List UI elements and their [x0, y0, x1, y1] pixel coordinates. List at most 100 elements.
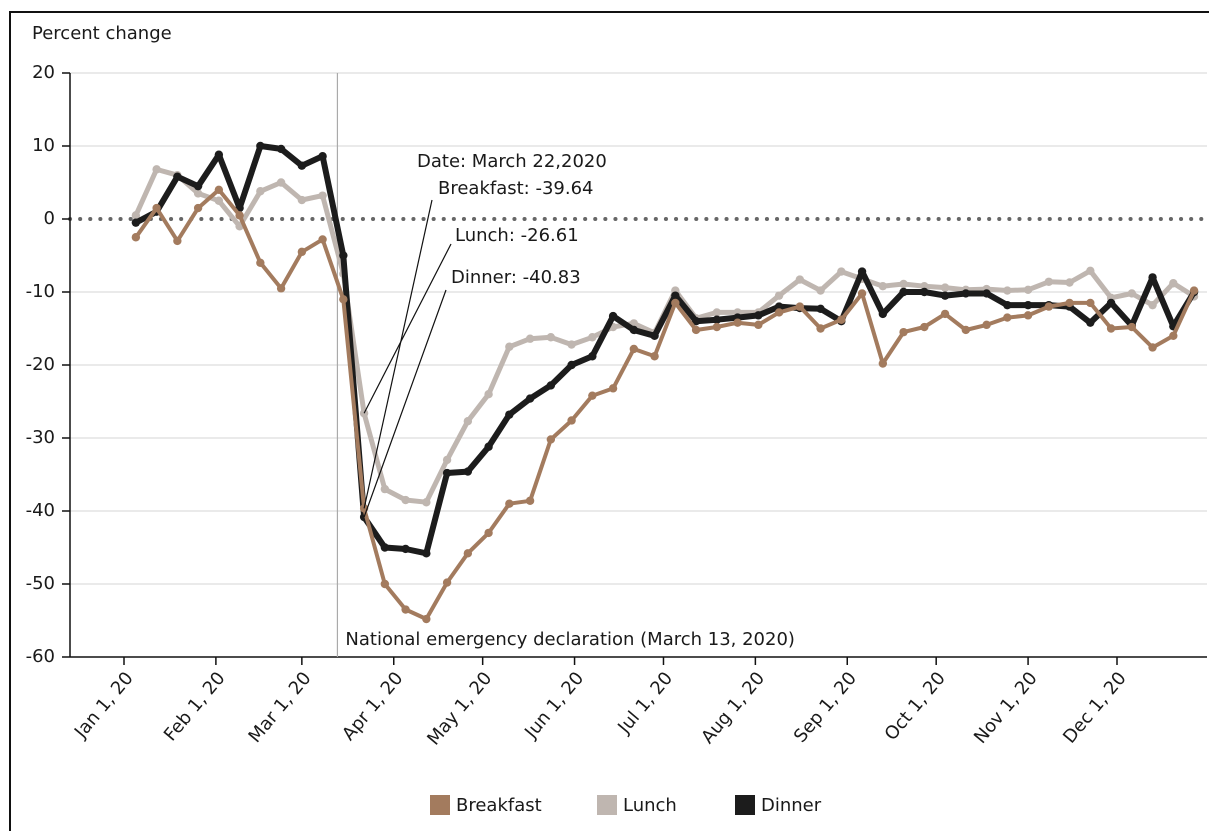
point	[754, 311, 763, 320]
point	[442, 455, 452, 465]
point	[671, 291, 680, 300]
x-tick-label: Dec 1, 20	[1059, 668, 1131, 748]
point	[961, 325, 971, 335]
x-tick-label: Oct 1, 20	[881, 668, 950, 745]
point	[1003, 313, 1012, 322]
legend-label: Breakfast	[456, 795, 542, 816]
tooltip-line: Dinner: -40.83	[451, 267, 581, 288]
point	[214, 185, 224, 194]
y-axis-label: Percent change	[32, 23, 172, 44]
point	[774, 302, 784, 311]
point	[899, 279, 908, 289]
point	[484, 442, 493, 451]
point	[1044, 302, 1054, 311]
point	[878, 281, 888, 291]
point	[1086, 318, 1095, 327]
point	[982, 289, 991, 298]
legend-label: Lunch	[623, 795, 677, 816]
point	[754, 320, 763, 330]
point	[256, 258, 265, 267]
point	[629, 344, 639, 354]
point	[505, 342, 514, 351]
point	[920, 287, 929, 297]
point	[774, 308, 784, 317]
point	[650, 331, 659, 340]
point	[588, 333, 597, 342]
point	[1127, 289, 1137, 298]
y-tick-label: -40	[26, 500, 55, 521]
point	[1189, 286, 1199, 295]
point	[1086, 266, 1095, 276]
point	[256, 141, 265, 151]
point	[297, 161, 307, 170]
legend-swatch	[597, 795, 617, 815]
point	[422, 549, 431, 558]
point	[152, 203, 161, 213]
x-tick-label: Sep 1, 20	[790, 668, 861, 747]
point	[1106, 324, 1116, 333]
x-tick-label: Jun 1, 20	[520, 668, 588, 743]
y-tick-label: -60	[26, 646, 55, 667]
point	[920, 322, 929, 332]
y-tick-label: 20	[32, 62, 55, 83]
point	[525, 394, 535, 403]
leader-line	[363, 199, 433, 509]
x-tick-label: Nov 1, 20	[970, 668, 1042, 748]
point	[795, 302, 805, 311]
point	[318, 191, 327, 200]
point	[1169, 331, 1178, 340]
point	[525, 496, 535, 505]
point	[712, 322, 722, 332]
point	[131, 211, 141, 220]
point	[567, 416, 576, 425]
point	[1106, 298, 1116, 308]
point	[546, 435, 556, 444]
point	[1127, 322, 1137, 332]
point	[920, 281, 929, 291]
point	[276, 178, 286, 187]
point	[940, 291, 950, 300]
point	[1065, 298, 1074, 308]
point	[318, 235, 327, 244]
point	[401, 605, 410, 614]
point	[235, 211, 244, 220]
point	[193, 203, 203, 213]
point	[899, 327, 908, 337]
point	[1044, 277, 1054, 286]
point	[380, 484, 390, 494]
point	[733, 318, 742, 327]
point	[1065, 278, 1074, 287]
point	[484, 390, 493, 399]
tooltip-line: Lunch: -26.61	[455, 225, 579, 246]
point	[442, 578, 452, 587]
point	[712, 315, 722, 324]
point	[588, 352, 597, 361]
point	[629, 325, 639, 335]
point	[691, 325, 701, 335]
x-tick-label: Mar 1, 20	[244, 668, 315, 747]
point	[339, 295, 348, 304]
point	[774, 291, 784, 300]
y-tick-label: -20	[26, 354, 55, 375]
point	[484, 528, 493, 538]
point	[173, 172, 182, 181]
point	[608, 311, 618, 321]
point	[878, 359, 888, 368]
y-tick-label: -10	[26, 281, 55, 302]
point	[816, 304, 825, 313]
x-tick-label: Jul 1, 20	[613, 668, 677, 738]
point	[857, 289, 867, 298]
point	[650, 352, 659, 361]
point	[1023, 311, 1033, 320]
point	[442, 468, 452, 478]
point	[339, 251, 348, 260]
point	[463, 549, 473, 558]
point	[878, 309, 888, 319]
point	[1023, 285, 1033, 295]
point	[505, 410, 514, 419]
x-tick-label: May 1, 20	[423, 668, 496, 749]
legend-swatch	[735, 795, 755, 815]
point	[173, 236, 182, 246]
point	[899, 287, 908, 297]
